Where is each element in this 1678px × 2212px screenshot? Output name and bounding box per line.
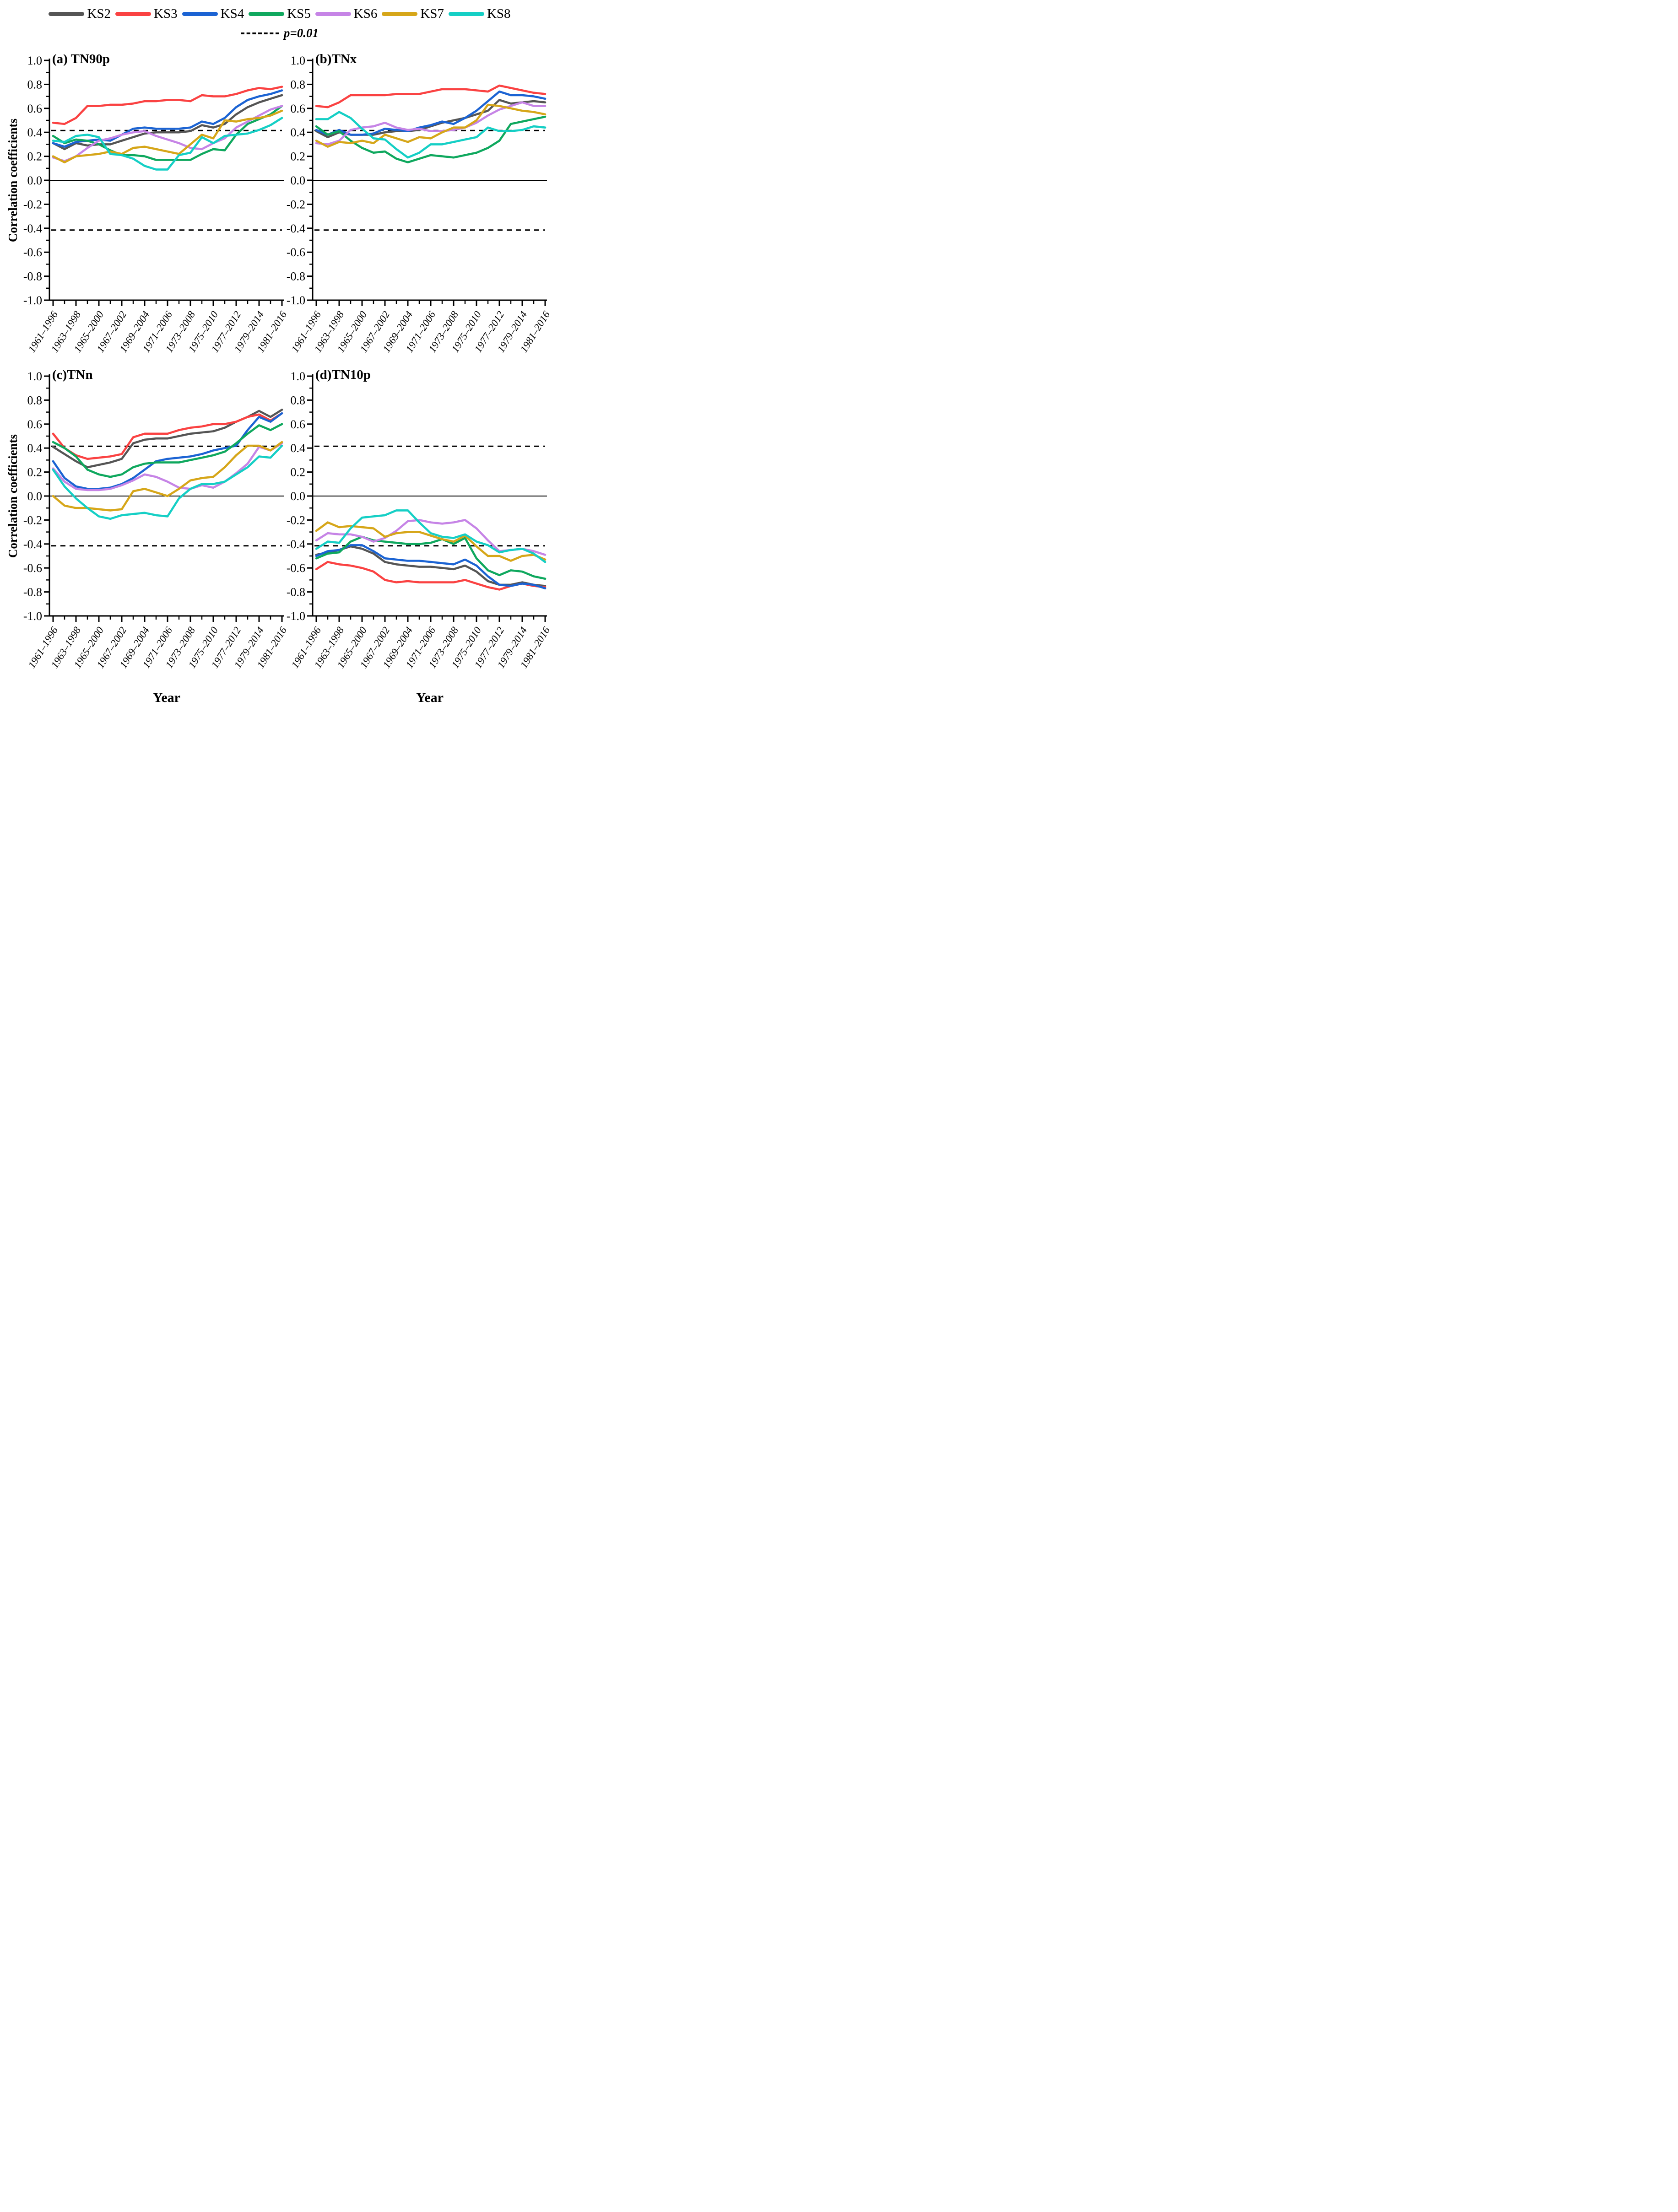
legend-label-ks6: KS6 [353, 6, 378, 21]
legend-item-ks8: KS8 [448, 6, 511, 21]
legend-label-ks8: KS8 [487, 6, 511, 21]
svg-text:-0.4: -0.4 [287, 538, 305, 551]
ks8-line-swatch-icon [448, 12, 484, 16]
svg-text:0.6: 0.6 [291, 102, 306, 115]
chart-panel-tnn: 1.00.80.60.40.20.0-0.2-0.4-0.6-0.8-1.019… [23, 367, 286, 705]
svg-text:-1.0: -1.0 [287, 610, 305, 623]
legend-label-ks5: KS5 [287, 6, 311, 21]
svg-text:-0.2: -0.2 [287, 198, 305, 211]
svg-text:0.2: 0.2 [27, 466, 43, 479]
legend: KS2 KS3 KS4 KS5 KS6 KS7 [3, 7, 557, 39]
svg-text:-0.6: -0.6 [287, 246, 305, 259]
ks7-line-swatch-icon [382, 12, 418, 16]
svg-text:-0.2: -0.2 [287, 513, 305, 527]
svg-text:-0.6: -0.6 [23, 561, 42, 575]
legend-label-pvalue: p=0.01 [283, 26, 319, 40]
svg-text:0.6: 0.6 [291, 418, 306, 431]
svg-text:0.2: 0.2 [291, 466, 306, 479]
ks3-line-swatch-icon [115, 12, 152, 16]
svg-text:0.2: 0.2 [291, 150, 306, 163]
legend-item-ks6: KS6 [315, 6, 378, 21]
ks6-line-swatch-icon [315, 12, 351, 16]
svg-text:-1.0: -1.0 [23, 294, 42, 307]
svg-text:0.4: 0.4 [291, 126, 306, 139]
legend-label-ks4: KS4 [220, 6, 244, 21]
svg-text:-0.4: -0.4 [23, 222, 42, 235]
y-axis-title-wrap-top: Correlation coefficients [3, 47, 23, 362]
svg-text:0.4: 0.4 [27, 126, 43, 139]
legend-label-ks7: KS7 [420, 6, 444, 21]
chart-panel-tnx: 1.00.80.60.40.20.0-0.2-0.4-0.6-0.8-1.019… [287, 52, 549, 355]
svg-text:0.8: 0.8 [291, 394, 306, 407]
svg-text:-0.4: -0.4 [23, 538, 42, 551]
svg-text:(a) TN90p: (a) TN90p [52, 52, 110, 66]
svg-text:0.8: 0.8 [27, 78, 43, 91]
legend-item-ks5: KS5 [249, 7, 311, 21]
y-axis-title-wrap-bottom: Correlation coefficients [3, 362, 23, 707]
legend-item-ks4: KS4 [182, 7, 244, 21]
svg-text:0.0: 0.0 [27, 490, 43, 503]
svg-text:-1.0: -1.0 [287, 294, 305, 307]
legend-series-row: KS2 KS3 KS4 KS5 KS6 KS7 [46, 7, 513, 21]
chart-row-top: Correlation coefficients 1.0 0.8 0.6 0.4 0.2… [3, 47, 557, 362]
svg-text:Year: Year [416, 690, 444, 705]
svg-text:(c)TNn: (c)TNn [52, 367, 93, 382]
svg-text:1.0: 1.0 [291, 54, 306, 67]
svg-text:-0.8: -0.8 [287, 270, 305, 283]
svg-text:(d)TN10p: (d)TN10p [315, 367, 371, 382]
figure-page: KS2 KS3 KS4 KS5 KS6 KS7 [0, 0, 559, 715]
svg-text:-1.0: -1.0 [23, 610, 42, 623]
dashed-line-swatch-icon [240, 32, 279, 34]
svg-text:0.8: 0.8 [291, 78, 306, 91]
ks2-line-swatch-icon [49, 12, 85, 16]
svg-text:-0.6: -0.6 [287, 561, 305, 575]
svg-text:0.6: 0.6 [27, 102, 43, 115]
svg-text:-0.8: -0.8 [23, 586, 42, 599]
svg-text:0.8: 0.8 [27, 394, 43, 407]
svg-text:-0.8: -0.8 [287, 586, 305, 599]
legend-label-ks3: KS3 [154, 6, 178, 21]
svg-text:1.0: 1.0 [27, 54, 43, 67]
svg-text:-0.2: -0.2 [23, 198, 42, 211]
svg-text:0.0: 0.0 [291, 490, 306, 503]
ks4-line-swatch-icon [182, 12, 218, 16]
svg-text:0.2: 0.2 [27, 150, 43, 163]
y-axis-title: Correlation coefficients [5, 434, 20, 558]
legend-label-ks2: KS2 [87, 6, 111, 21]
svg-text:0.4: 0.4 [291, 442, 306, 455]
svg-text:1.0: 1.0 [27, 370, 43, 383]
legend-item-ks2: KS2 [49, 7, 111, 21]
svg-text:-0.4: -0.4 [287, 222, 305, 235]
svg-text:0.6: 0.6 [27, 418, 43, 431]
svg-text:Year: Year [153, 690, 180, 705]
legend-significance-row: p=0.01 [238, 27, 321, 39]
svg-text:0.4: 0.4 [27, 442, 43, 455]
legend-item-ks7: KS7 [382, 7, 444, 21]
svg-text:-0.6: -0.6 [23, 246, 42, 259]
svg-text:-0.8: -0.8 [23, 270, 42, 283]
chart-panel-tn10p: 1.00.80.60.40.20.0-0.2-0.4-0.6-0.8-1.019… [287, 367, 549, 705]
svg-text:(b)TNx: (b)TNx [315, 52, 357, 66]
legend-item-pvalue: p=0.01 [240, 26, 319, 40]
y-axis-title: Correlation coefficients [5, 118, 20, 243]
legend-item-ks3: KS3 [115, 7, 178, 21]
ks5-line-swatch-icon [249, 12, 285, 16]
svg-text:0.0: 0.0 [27, 174, 43, 187]
chart-panel-tn90p: 1.00.80.60.40.20.0-0.2-0.4-0.6-0.8-1.019… [23, 52, 286, 355]
svg-text:1.0: 1.0 [291, 370, 306, 383]
chart-row-bottom: Correlation coefficients 1.0 0.8 0.6 0.4 0.2… [3, 362, 557, 707]
svg-text:0.0: 0.0 [291, 174, 306, 187]
svg-text:-0.2: -0.2 [23, 513, 42, 527]
